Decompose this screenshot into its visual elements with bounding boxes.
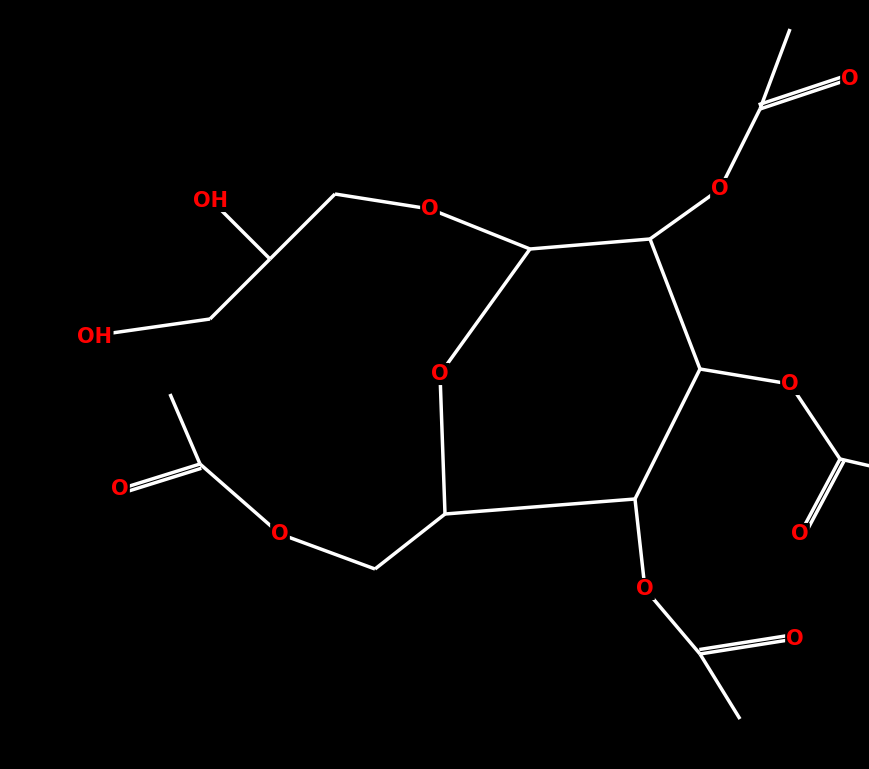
Text: O: O — [786, 629, 804, 649]
Text: O: O — [431, 364, 448, 384]
Text: O: O — [271, 524, 289, 544]
Text: O: O — [711, 179, 729, 199]
Text: O: O — [421, 199, 439, 219]
Text: OH: OH — [193, 191, 228, 211]
Text: O: O — [636, 579, 653, 599]
Text: O: O — [841, 69, 859, 89]
Text: O: O — [791, 524, 809, 544]
Text: O: O — [111, 479, 129, 499]
Text: O: O — [781, 374, 799, 394]
Text: OH: OH — [77, 327, 112, 347]
